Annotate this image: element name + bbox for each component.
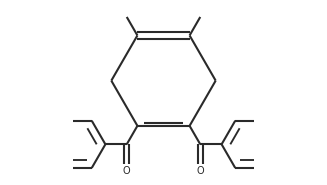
Text: O: O — [197, 166, 204, 176]
Text: O: O — [123, 166, 130, 176]
